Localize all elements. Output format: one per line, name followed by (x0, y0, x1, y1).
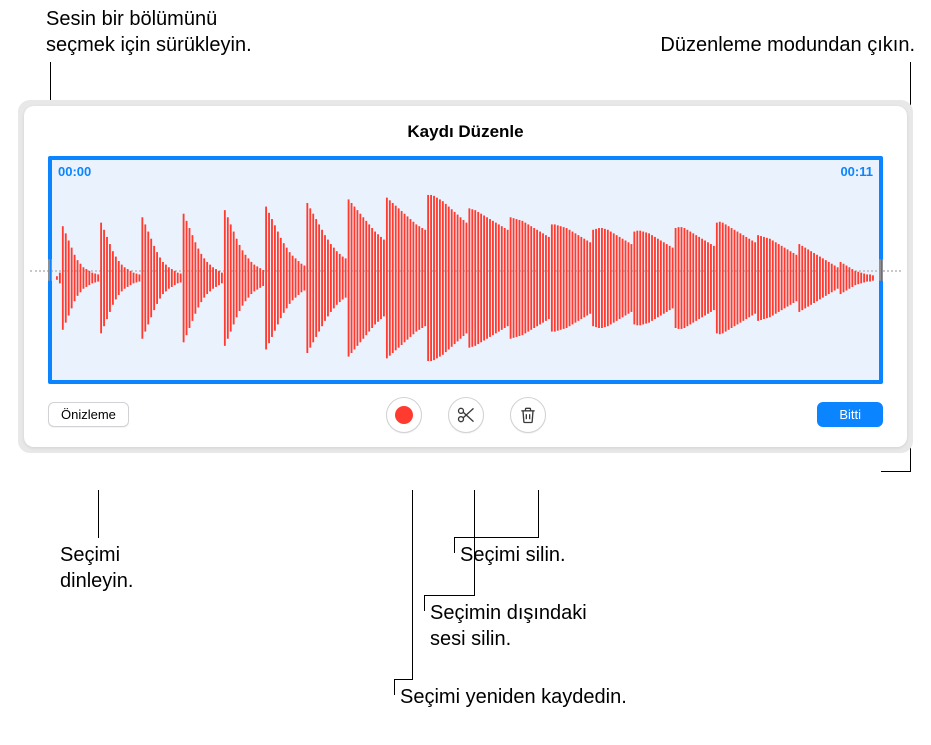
trim-handle-left[interactable] (45, 160, 55, 380)
waveform-selection[interactable]: 00:00 00:11 (48, 156, 883, 384)
record-button[interactable] (386, 397, 422, 433)
callout-line (454, 537, 538, 538)
trash-icon (518, 405, 538, 425)
callout-line (412, 490, 413, 680)
trim-button[interactable] (448, 397, 484, 433)
callout-line (538, 490, 539, 538)
editor-panel: Kaydı Düzenle 00:00 00:11 Önizleme (24, 106, 907, 447)
callout-listen: Seçimi dinleyin. (60, 542, 133, 594)
callout-delete-selection: Seçimi silin. (460, 542, 566, 568)
callout-exit: Düzenleme modundan çıkın. (660, 32, 915, 58)
time-start-label: 00:00 (58, 164, 91, 179)
delete-button[interactable] (510, 397, 546, 433)
callout-line (424, 595, 425, 611)
waveform-svg (56, 184, 875, 372)
callout-delete-outside: Seçimin dışındaki sesi silin. (430, 600, 587, 652)
preview-button[interactable]: Önizleme (48, 402, 129, 427)
done-button[interactable]: Bitti (817, 402, 883, 427)
callout-line (394, 679, 412, 680)
trim-handle-right[interactable] (876, 160, 886, 380)
callout-line (424, 595, 474, 596)
callout-line (474, 490, 475, 596)
center-controls (386, 397, 546, 433)
callout-line (98, 490, 99, 538)
editor-panel-wrap: Kaydı Düzenle 00:00 00:11 Önizleme (18, 100, 913, 453)
callout-drag: Sesin bir bölümünü seçmek için sürükleyi… (46, 6, 252, 58)
callout-rerecord: Seçimi yeniden kaydedin. (400, 684, 627, 710)
panel-title: Kaydı Düzenle (24, 106, 907, 156)
record-icon (395, 406, 413, 424)
scissors-icon (456, 405, 476, 425)
callout-line (474, 595, 475, 596)
callout-line (454, 537, 455, 553)
callout-line (394, 679, 395, 695)
callout-line (881, 471, 911, 472)
controls-row: Önizleme (24, 384, 907, 447)
time-end-label: 00:11 (840, 164, 873, 179)
